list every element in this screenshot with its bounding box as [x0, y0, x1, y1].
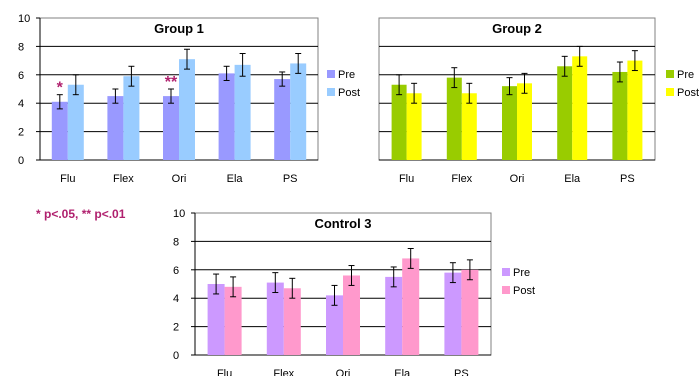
y-tick-label: 10 [173, 208, 185, 220]
bar-post-ela [234, 64, 251, 160]
bar-post-flu [224, 286, 242, 355]
x-tick-label: Ori [172, 173, 187, 185]
bar-pre-flu [391, 84, 407, 160]
bar-pre-ps [612, 71, 628, 160]
y-tick-label: 8 [18, 41, 24, 53]
y-tick-label: 0 [18, 155, 24, 167]
bar-pre-ps [444, 272, 462, 355]
x-tick-label: Ela [564, 173, 581, 185]
x-tick-label: PS [283, 173, 298, 185]
y-tick-label: 2 [173, 322, 179, 334]
bar-post-ori [179, 59, 195, 160]
chart-3: 0 2 4 6 8 10 Flu Flex Ori Ela PS Control 3 Pre Post [173, 208, 535, 376]
y-tick-label: 6 [18, 70, 24, 82]
x-tick-label: Ela [394, 368, 411, 376]
x-tick-label: Flex [273, 368, 294, 376]
legend-label: Post [338, 87, 360, 99]
significance-marker: ** [165, 74, 178, 91]
bar-pre-ori [326, 295, 343, 355]
x-tick-label: Ori [336, 368, 351, 376]
bar-pre-flu [51, 101, 68, 160]
bar-post-ori [343, 275, 360, 355]
legend-swatch [502, 268, 510, 276]
bar-post-flex [283, 288, 301, 355]
x-tick-label: Flu [399, 173, 414, 185]
bar-post-ps [627, 60, 643, 160]
significance-marker: * [57, 80, 64, 97]
bar-pre-flu [207, 284, 225, 355]
chart-title: Group 1 [154, 21, 204, 36]
chart-2: Flu Flex Ori Ela PS Group 2 Pre Post [378, 17, 699, 185]
legend-label: Post [513, 285, 535, 297]
bar-pre-ps [274, 79, 291, 160]
legend-label: Pre [513, 267, 530, 279]
chart-title: Control 3 [314, 216, 371, 231]
bar-pre-ela [218, 73, 235, 160]
bar-post-flu [406, 93, 422, 160]
significance-note: * p<.05, ** p<.01 [36, 207, 126, 221]
bar-pre-ori [502, 86, 517, 160]
x-tick-label: Flex [451, 173, 472, 185]
legend-swatch [502, 286, 510, 294]
legend-swatch [327, 70, 335, 78]
bar-pre-flex [266, 282, 284, 355]
bar-pre-ela [385, 276, 403, 355]
y-tick-label: 4 [18, 98, 24, 110]
x-tick-label: Flu [217, 368, 232, 376]
bar-pre-ela [557, 66, 573, 160]
y-tick-label: 2 [18, 127, 24, 139]
legend-label: Post [677, 87, 699, 99]
y-tick-label: 8 [173, 236, 179, 248]
bar-post-flex [461, 93, 477, 160]
bar-pre-ori [163, 96, 179, 160]
y-tick-label: 0 [173, 350, 179, 362]
y-tick-label: 10 [18, 13, 30, 25]
legend-swatch [666, 88, 674, 96]
x-tick-label: Flu [60, 173, 75, 185]
bar-post-ela [572, 56, 588, 161]
bar-post-ps [461, 269, 479, 355]
legend-swatch [666, 70, 674, 78]
bar-pre-flex [446, 77, 462, 160]
x-tick-label: Ori [510, 173, 525, 185]
x-tick-label: PS [620, 173, 635, 185]
x-tick-label: Flex [113, 173, 134, 185]
bar-post-flex [123, 76, 140, 160]
legend-label: Pre [677, 69, 694, 81]
chart-title: Group 2 [492, 21, 542, 36]
bar-post-ela [402, 258, 420, 355]
legend-swatch [327, 88, 335, 96]
x-tick-label: PS [454, 368, 469, 376]
bar-post-flu [67, 84, 84, 160]
y-tick-label: 4 [173, 293, 179, 305]
x-tick-label: Ela [227, 173, 244, 185]
bar-post-ps [290, 63, 307, 160]
legend-label: Pre [338, 69, 355, 81]
bar-post-ori [517, 83, 532, 160]
bar-pre-flex [107, 96, 124, 160]
y-tick-label: 6 [173, 265, 179, 277]
